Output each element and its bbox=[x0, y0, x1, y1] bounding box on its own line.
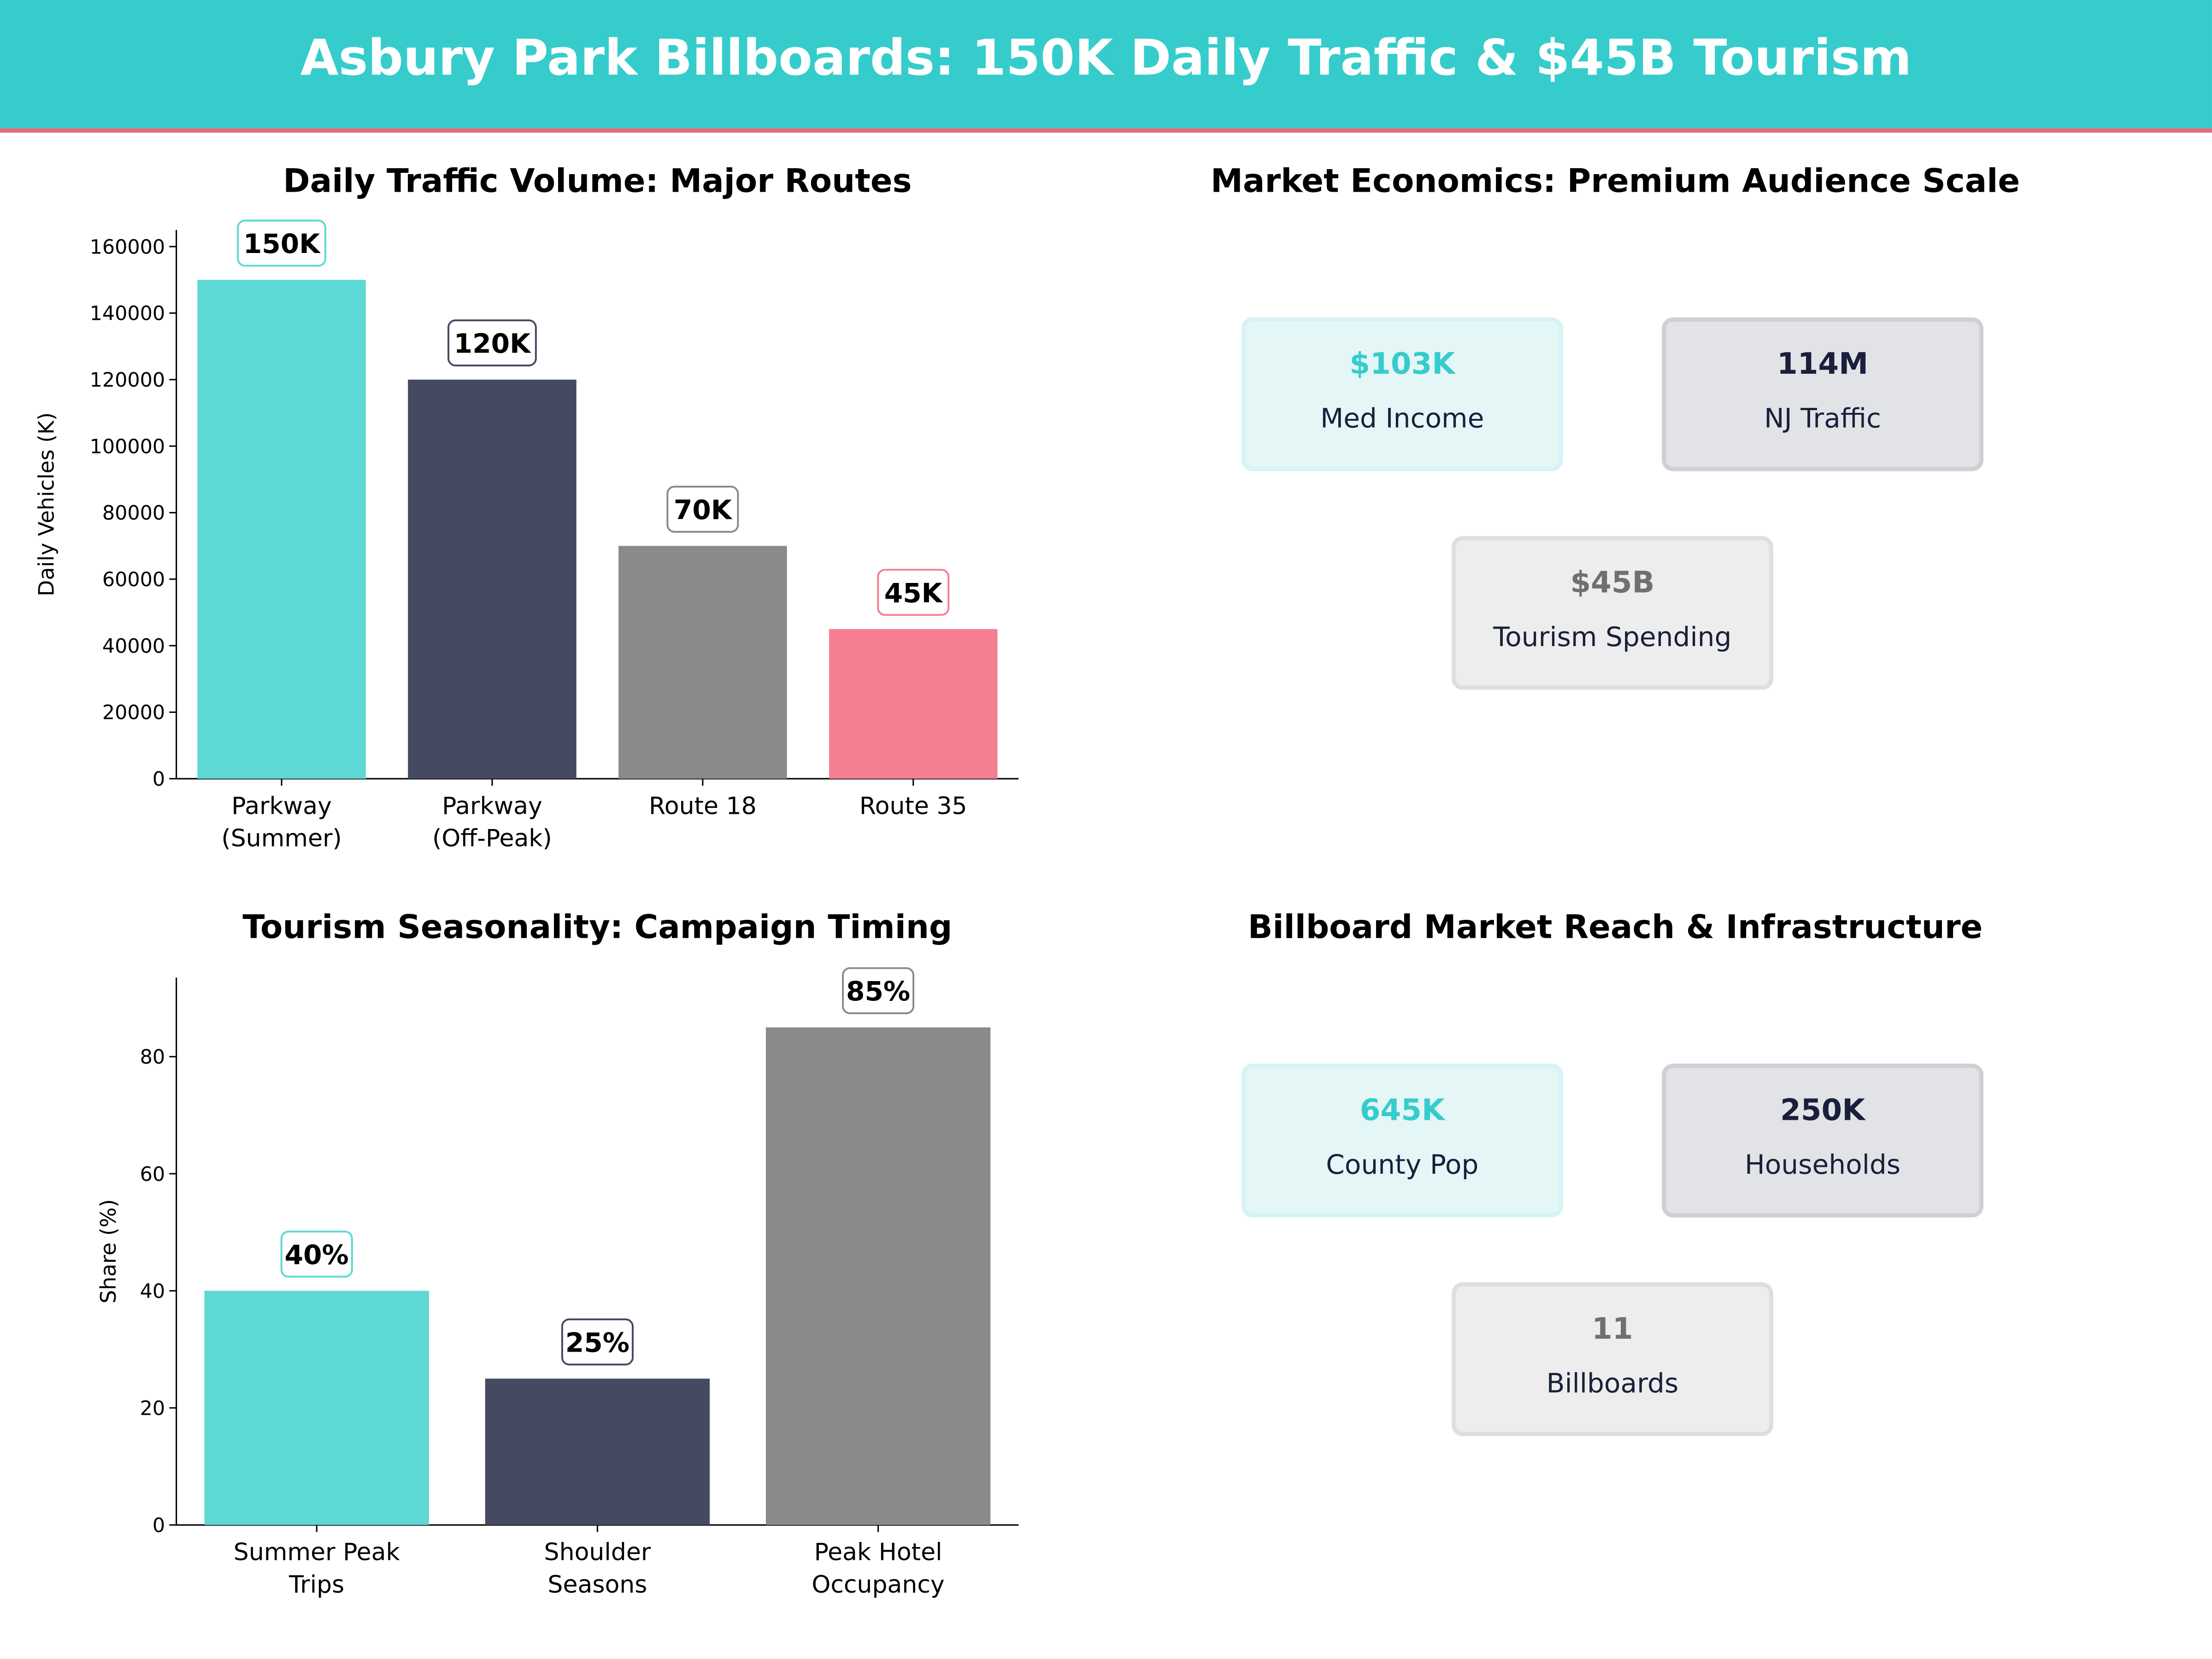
bar bbox=[618, 546, 787, 779]
data-label: 25% bbox=[565, 1327, 629, 1358]
x-tick-label: (Summer) bbox=[221, 825, 341, 853]
kpi-label: Billboards bbox=[1546, 1368, 1679, 1400]
kpi-value: $103K bbox=[1349, 347, 1455, 381]
x-tick-label: Occupancy bbox=[812, 1571, 944, 1599]
data-label-box bbox=[877, 569, 950, 616]
kpi-value: $45B bbox=[1570, 565, 1655, 600]
kpi-card-med-income: $103K Med Income bbox=[1241, 317, 1563, 471]
header-banner: Asbury Park Billboards: 150K Daily Traff… bbox=[0, 0, 2212, 133]
x-tick-label: Summer Peak bbox=[234, 1539, 400, 1566]
y-tick-label: 140000 bbox=[90, 302, 165, 325]
data-label: 120K bbox=[454, 328, 531, 359]
kpi-label: County Pop bbox=[1326, 1149, 1479, 1181]
kpi-value: 11 bbox=[1592, 1312, 1633, 1346]
data-label: 70K bbox=[674, 494, 733, 525]
data-label-box bbox=[561, 1318, 634, 1365]
kpi-card-nj-traffic: 114M NJ Traffic bbox=[1662, 317, 1984, 471]
kpi-value: 114M bbox=[1777, 347, 1869, 381]
page-title: Asbury Park Billboards: 150K Daily Traff… bbox=[300, 31, 1912, 88]
data-label-box bbox=[666, 486, 739, 533]
kpi-value: 250K bbox=[1780, 1093, 1865, 1127]
y-tick-label: 100000 bbox=[90, 435, 165, 458]
data-label-box bbox=[447, 319, 537, 367]
kpi-label: Tourism Spending bbox=[1493, 622, 1732, 653]
data-label-box bbox=[280, 1230, 353, 1278]
bar bbox=[765, 1027, 991, 1525]
x-tick-label: Route 35 bbox=[859, 792, 967, 820]
y-tick-label: 120000 bbox=[90, 369, 165, 392]
x-tick-label: Seasons bbox=[547, 1571, 647, 1599]
economics-panel-title: Market Economics: Premium Audience Scale bbox=[1210, 164, 2020, 200]
data-label: 45K bbox=[884, 577, 943, 609]
y-tick-label: 40 bbox=[140, 1280, 165, 1303]
traffic-bar-chart: 0 20000 40000 60000 80000 100000 120000 140000 1… bbox=[34, 219, 1019, 853]
seasonality-chart-title: Tourism Seasonality: Campaign Timing bbox=[242, 910, 953, 947]
y-tick-label: 0 bbox=[153, 768, 165, 791]
x-tick-label: Trips bbox=[288, 1571, 344, 1599]
x-tick-label: Peak Hotel bbox=[814, 1539, 942, 1566]
kpi-card-tourism-spending: $45B Tourism Spending bbox=[1451, 536, 1773, 690]
y-tick-label: 60000 bbox=[102, 568, 165, 591]
data-label-box bbox=[842, 967, 915, 1014]
kpi-label: NJ Traffic bbox=[1764, 403, 1882, 435]
y-tick-label: 60 bbox=[140, 1163, 165, 1186]
traffic-chart-title: Daily Traffic Volume: Major Routes bbox=[283, 164, 912, 200]
y-tick-label: 160000 bbox=[90, 235, 165, 259]
data-label-box bbox=[237, 219, 326, 267]
bar bbox=[204, 1291, 429, 1525]
reach-panel-title: Billboard Market Reach & Infrastructure bbox=[1247, 910, 1983, 947]
y-tick-label: 20000 bbox=[102, 701, 165, 724]
y-tick-label: 0 bbox=[153, 1514, 165, 1537]
x-tick-label: Route 18 bbox=[649, 792, 757, 820]
y-tick-label: 20 bbox=[140, 1397, 165, 1420]
x-tick-label: Shoulder bbox=[544, 1539, 651, 1566]
seasonality-bar-chart: 0 20 40 60 80 Share (%) Summer Peak Trips 40% Sho… bbox=[96, 967, 1019, 1599]
bar bbox=[408, 379, 577, 779]
bar bbox=[485, 1378, 710, 1525]
data-label: 85% bbox=[846, 976, 910, 1007]
data-label: 40% bbox=[285, 1239, 349, 1271]
data-label: 150K bbox=[243, 228, 321, 259]
y-tick-label: 40000 bbox=[102, 635, 165, 658]
kpi-label: Households bbox=[1744, 1149, 1901, 1181]
x-tick-label: Parkway bbox=[442, 792, 542, 820]
x-tick-label: (Off-Peak) bbox=[432, 825, 552, 853]
bar bbox=[197, 280, 366, 779]
kpi-card-county-pop: 645K County Pop bbox=[1241, 1064, 1563, 1218]
y-axis-label: Daily Vehicles (K) bbox=[34, 412, 59, 596]
kpi-card-households: 250K Households bbox=[1662, 1064, 1984, 1218]
bar bbox=[829, 629, 998, 779]
y-tick-label: 80000 bbox=[102, 502, 165, 525]
kpi-card-billboards: 11 Billboards bbox=[1451, 1282, 1773, 1436]
y-tick-label: 80 bbox=[140, 1046, 165, 1069]
y-axis-label: Share (%) bbox=[96, 1199, 121, 1304]
kpi-value: 645K bbox=[1359, 1093, 1445, 1127]
kpi-label: Med Income bbox=[1320, 403, 1484, 435]
x-tick-label: Parkway bbox=[231, 792, 332, 820]
